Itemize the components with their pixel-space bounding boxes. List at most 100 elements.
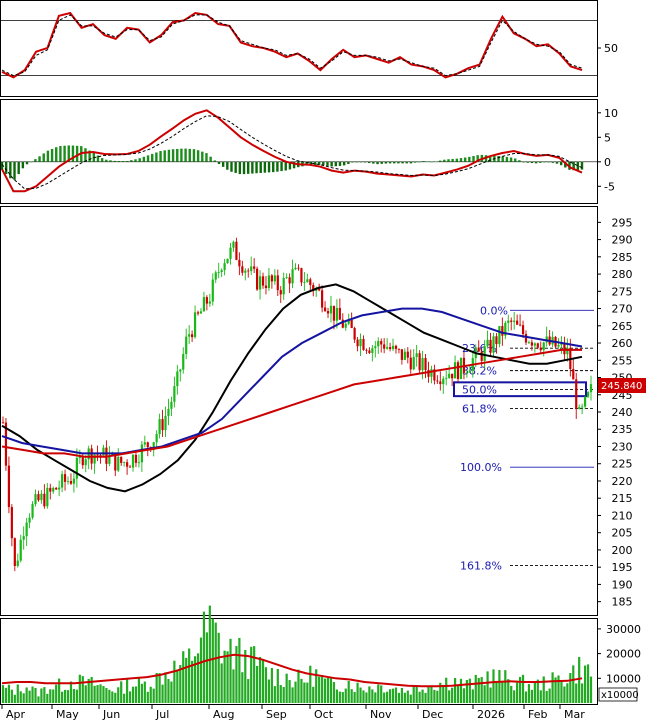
price-candle-body bbox=[40, 493, 43, 501]
volume-bar bbox=[232, 669, 235, 703]
volume-bar bbox=[524, 691, 528, 703]
macd-histogram-bar bbox=[234, 161, 237, 173]
price-candle-body bbox=[433, 369, 436, 381]
price-candle-body bbox=[480, 351, 483, 361]
price-candle-body bbox=[383, 344, 386, 349]
price-candle-body bbox=[193, 312, 197, 338]
macd-histogram-bar bbox=[213, 160, 217, 162]
month-tick-label: 2026 bbox=[477, 708, 505, 720]
volume-bar bbox=[332, 682, 336, 703]
volume-bar bbox=[586, 664, 590, 703]
macd-histogram-bar bbox=[272, 161, 275, 173]
macd-histogram-bar bbox=[30, 161, 33, 163]
price-candle-body bbox=[120, 456, 123, 463]
price-candle-body bbox=[196, 312, 200, 314]
volume-bar bbox=[205, 632, 208, 703]
volume-bar bbox=[72, 688, 76, 703]
price-candle-body bbox=[25, 522, 28, 537]
volume-bar bbox=[371, 689, 374, 703]
volume-bar bbox=[380, 685, 383, 703]
macd-histogram-bar bbox=[409, 161, 413, 164]
price-tick-label: 195 bbox=[612, 561, 633, 574]
price-candle-body bbox=[96, 454, 99, 456]
volume-bar bbox=[188, 648, 191, 703]
macd-histogram-bar bbox=[284, 161, 287, 171]
volume-bar bbox=[241, 672, 244, 703]
price-candle-body bbox=[338, 307, 341, 320]
volume-bar bbox=[368, 686, 371, 703]
price-candle-body bbox=[93, 454, 96, 464]
price-candle-body bbox=[285, 277, 288, 279]
volume-bar bbox=[202, 611, 206, 703]
price-candle-body bbox=[10, 507, 13, 539]
macd-histogram-bar bbox=[509, 157, 513, 162]
volume-bar bbox=[445, 677, 448, 703]
price-candle-body bbox=[1, 422, 5, 424]
volume-bar bbox=[46, 693, 49, 703]
volume-bar bbox=[309, 665, 312, 703]
macd-histogram-bar bbox=[438, 160, 442, 162]
price-tick-label: 185 bbox=[612, 596, 633, 609]
volume-bar bbox=[63, 689, 67, 703]
macd-histogram-bar bbox=[472, 156, 475, 162]
price-candle-body bbox=[492, 336, 495, 353]
volume-bar bbox=[31, 686, 34, 703]
price-candle-body bbox=[468, 370, 471, 373]
macd-histogram-bar bbox=[188, 148, 191, 162]
volume-bar bbox=[388, 689, 392, 703]
volume-bar bbox=[518, 676, 522, 703]
macd-histogram-bar bbox=[514, 158, 517, 162]
month-tick-label: Apr bbox=[6, 708, 26, 720]
macd-histogram-bar bbox=[351, 161, 354, 163]
macd-histogram-bar bbox=[401, 161, 404, 164]
last-price-label: 245.840 bbox=[601, 381, 642, 392]
volume-bar bbox=[294, 681, 297, 703]
price-candle-body bbox=[258, 276, 262, 290]
price-tick-label: 275 bbox=[612, 285, 633, 298]
price-tick-label: 260 bbox=[612, 337, 633, 350]
macd-histogram-bar bbox=[376, 161, 379, 165]
macd-histogram-bar bbox=[580, 161, 584, 170]
volume-bar bbox=[196, 653, 200, 703]
price-candle-body bbox=[247, 270, 250, 272]
price-candle-body bbox=[439, 381, 442, 385]
price-candle-body bbox=[465, 372, 468, 374]
macd-histogram-bar bbox=[130, 160, 133, 162]
volume-bar bbox=[60, 691, 64, 703]
price-candle-body bbox=[43, 493, 46, 507]
price-candle-body bbox=[353, 327, 356, 340]
volume-bar bbox=[321, 675, 324, 703]
volume-panel: 30000 20000 10000 bbox=[1, 605, 641, 703]
macd-histogram-bar bbox=[67, 145, 70, 162]
volume-bar bbox=[353, 691, 356, 703]
volume-bar bbox=[123, 693, 126, 703]
price-candle-body bbox=[214, 272, 217, 280]
macd-histogram-bar bbox=[221, 161, 225, 167]
price-candle-body bbox=[578, 407, 581, 409]
price-candle-body bbox=[229, 247, 232, 259]
price-candle-body bbox=[583, 396, 587, 407]
price-candle-body bbox=[182, 353, 185, 370]
macd-histogram-bar bbox=[226, 161, 229, 170]
price-candle-body bbox=[155, 434, 158, 443]
price-candle-body bbox=[542, 342, 545, 351]
price-panel: 2952902852802752702652602552502452402352… bbox=[1, 216, 633, 609]
price-candle-body bbox=[232, 241, 235, 248]
volume-bar bbox=[258, 656, 262, 703]
macd-histogram-bar bbox=[196, 150, 200, 162]
price-candle-body bbox=[46, 487, 49, 507]
macd-histogram-bar bbox=[443, 159, 446, 162]
price-candle-body bbox=[332, 305, 336, 321]
price-candle-body bbox=[208, 301, 211, 304]
price-candle-body bbox=[28, 517, 31, 523]
price-candle-body bbox=[161, 419, 164, 431]
volume-bar bbox=[365, 692, 368, 703]
fib-level-label: 61.8% bbox=[462, 403, 497, 416]
price-candle-body bbox=[326, 311, 330, 314]
volume-bar bbox=[267, 679, 271, 703]
price-candle-body bbox=[586, 392, 590, 397]
price-candle-body bbox=[575, 379, 578, 409]
volume-bar bbox=[297, 669, 300, 703]
macd-histogram-bar bbox=[468, 156, 471, 162]
price-candle-body bbox=[7, 465, 11, 508]
